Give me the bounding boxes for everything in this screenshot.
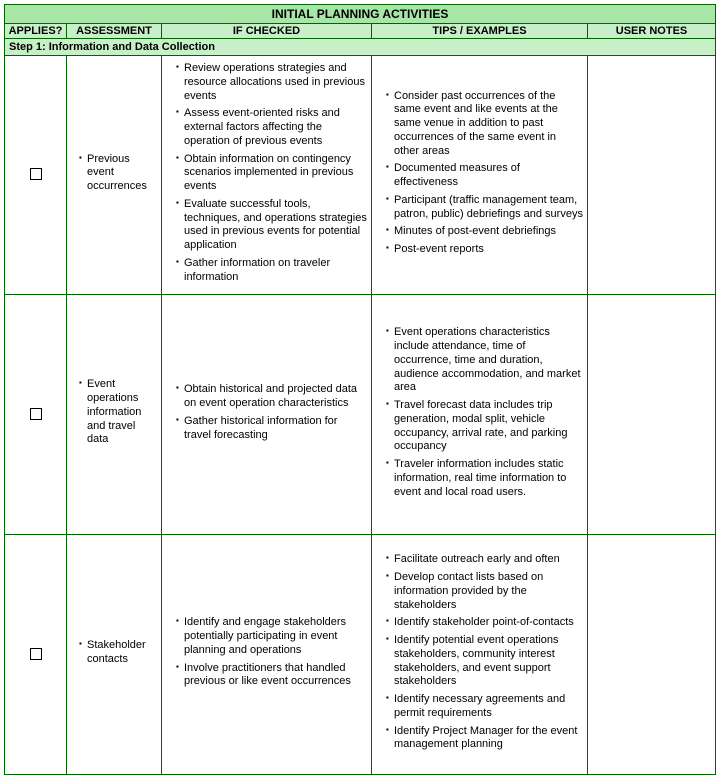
tips-list: Facilitate outreach early and often Deve…: [376, 553, 583, 752]
list-item: Documented measures of effectiveness: [386, 162, 583, 190]
list-item: Identify and engage stakeholders potenti…: [176, 616, 367, 657]
list-item: Traveler information includes static inf…: [386, 458, 583, 499]
list-item: Review operations strategies and resourc…: [176, 62, 367, 103]
header-tips: TIPS / EXAMPLES: [372, 24, 588, 39]
list-item: Event operations characteristics include…: [386, 326, 583, 395]
table-row: Stakeholder contacts Identify and engage…: [5, 535, 716, 775]
checked-list: Identify and engage stakeholders potenti…: [166, 616, 367, 689]
list-item: Gather information on traveler informati…: [176, 257, 367, 285]
user-notes-cell[interactable]: [588, 295, 716, 535]
header-notes: USER NOTES: [588, 24, 716, 39]
list-item: Involve practitioners that handled previ…: [176, 662, 367, 690]
applies-checkbox[interactable]: [30, 648, 42, 660]
list-item: Obtain information on contingency scenar…: [176, 153, 367, 194]
list-item: Travel forecast data includes trip gener…: [386, 399, 583, 454]
table-row: Previous event occurrences Review operat…: [5, 56, 716, 295]
header-applies: APPLIES?: [5, 24, 67, 39]
list-item: Evaluate successful tools, techniques, a…: [176, 198, 367, 253]
assessment-text: Previous event occurrences: [79, 153, 159, 194]
list-item: Identify potential event operations stak…: [386, 634, 583, 689]
list-item: Develop contact lists based on informati…: [386, 571, 583, 612]
user-notes-cell[interactable]: [588, 56, 716, 295]
table-row: Event operations information and travel …: [5, 295, 716, 535]
header-checked: IF CHECKED: [162, 24, 372, 39]
list-item: Identify Project Manager for the event m…: [386, 725, 583, 753]
list-item: Consider past occurrences of the same ev…: [386, 90, 583, 159]
tips-list: Consider past occurrences of the same ev…: [376, 90, 583, 257]
assessment-text: Event operations information and travel …: [79, 378, 159, 447]
applies-checkbox[interactable]: [30, 408, 42, 420]
header-assessment: ASSESSMENT: [67, 24, 162, 39]
list-item: Identify stakeholder point-of-contacts: [386, 616, 583, 630]
planning-table: INITIAL PLANNING ACTIVITIES APPLIES? ASS…: [4, 4, 716, 775]
list-item: Obtain historical and projected data on …: [176, 383, 367, 411]
list-item: Assess event-oriented risks and external…: [176, 107, 367, 148]
list-item: Identify necessary agreements and permit…: [386, 693, 583, 721]
assessment-text: Stakeholder contacts: [79, 639, 159, 667]
list-item: Minutes of post-event debriefings: [386, 225, 583, 239]
checked-list: Review operations strategies and resourc…: [166, 62, 367, 284]
step-label: Step 1: Information and Data Collection: [5, 39, 716, 56]
applies-checkbox[interactable]: [30, 168, 42, 180]
list-item: Gather historical information for travel…: [176, 415, 367, 443]
list-item: Post-event reports: [386, 243, 583, 257]
user-notes-cell[interactable]: [588, 535, 716, 775]
checked-list: Obtain historical and projected data on …: [166, 383, 367, 442]
table-title: INITIAL PLANNING ACTIVITIES: [5, 5, 716, 24]
tips-list: Event operations characteristics include…: [376, 326, 583, 499]
list-item: Participant (traffic management team, pa…: [386, 194, 583, 222]
list-item: Facilitate outreach early and often: [386, 553, 583, 567]
